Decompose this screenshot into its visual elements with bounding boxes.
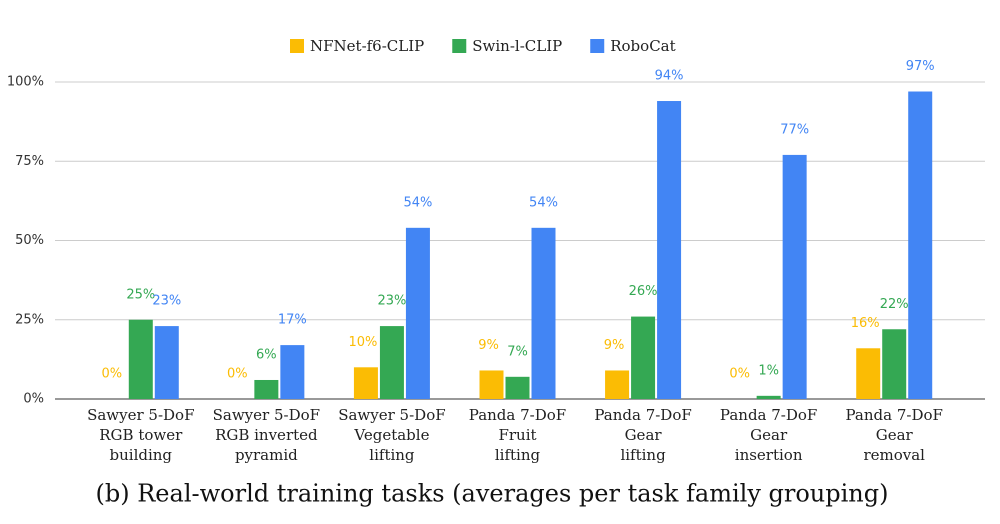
value-label: 9% bbox=[478, 338, 499, 353]
value-label: 94% bbox=[655, 69, 684, 84]
bar bbox=[631, 316, 656, 399]
value-label: 97% bbox=[906, 59, 935, 74]
x-tick-label: Sawyer 5-DoF bbox=[338, 406, 445, 424]
value-label: 23% bbox=[152, 294, 181, 309]
value-label: 1% bbox=[758, 363, 779, 378]
caption: (b) Real-world training tasks (averages … bbox=[96, 480, 889, 508]
x-tick-label: pyramid bbox=[235, 446, 298, 464]
x-tick-label: insertion bbox=[735, 446, 803, 464]
legend-swatch bbox=[452, 39, 467, 53]
y-tick-label: 50% bbox=[15, 233, 44, 248]
bar bbox=[782, 154, 807, 399]
bar bbox=[856, 348, 881, 399]
x-tick-label: Panda 7-DoF bbox=[846, 406, 943, 424]
value-label: 10% bbox=[348, 335, 377, 350]
x-tick-label: Vegetable bbox=[353, 426, 429, 444]
x-tick-label: lifting bbox=[495, 446, 541, 464]
value-label: 0% bbox=[729, 367, 750, 382]
bar bbox=[405, 227, 430, 399]
x-tick-label: removal bbox=[863, 446, 925, 464]
x-tick-label: Fruit bbox=[498, 426, 536, 444]
value-label: 54% bbox=[529, 195, 558, 210]
value-label: 0% bbox=[101, 367, 122, 382]
bar bbox=[254, 379, 279, 399]
x-tick-label: Panda 7-DoF bbox=[720, 406, 817, 424]
value-label: 25% bbox=[126, 287, 155, 302]
x-tick-label: Panda 7-DoF bbox=[469, 406, 566, 424]
bar bbox=[908, 91, 933, 399]
legend-swatch bbox=[590, 39, 605, 53]
y-tick-label: 100% bbox=[7, 75, 44, 90]
value-label: 17% bbox=[278, 313, 307, 328]
bar bbox=[479, 370, 504, 399]
x-tick-label: Sawyer 5-DoF bbox=[213, 406, 320, 424]
value-label: 26% bbox=[629, 284, 658, 299]
bar bbox=[882, 329, 907, 399]
bar bbox=[531, 227, 556, 399]
bar bbox=[154, 326, 179, 399]
x-tick-label: RGB inverted bbox=[215, 426, 318, 444]
legend-label: NFNet-f6-CLIP bbox=[310, 37, 424, 55]
bar bbox=[379, 326, 404, 399]
value-label: 9% bbox=[604, 338, 625, 353]
x-tick-label: RGB tower bbox=[99, 426, 183, 444]
value-label: 23% bbox=[377, 294, 406, 309]
bar bbox=[280, 345, 305, 399]
value-label: 16% bbox=[851, 316, 880, 331]
x-tick-label: Sawyer 5-DoF bbox=[87, 406, 194, 424]
x-tick-label: Gear bbox=[625, 426, 663, 444]
x-tick-label: lifting bbox=[369, 446, 415, 464]
legend-label: RoboCat bbox=[610, 37, 675, 55]
y-tick-label: 75% bbox=[15, 154, 44, 169]
value-label: 22% bbox=[880, 297, 909, 312]
bar bbox=[128, 319, 153, 399]
legend-label: Swin-l-CLIP bbox=[472, 37, 562, 55]
x-tick-label: lifting bbox=[620, 446, 666, 464]
x-tick-label: Gear bbox=[876, 426, 914, 444]
x-tick-label: Gear bbox=[750, 426, 788, 444]
value-label: 54% bbox=[403, 195, 432, 210]
x-tick-label: Panda 7-DoF bbox=[594, 406, 691, 424]
bar bbox=[353, 367, 378, 399]
value-label: 6% bbox=[256, 347, 277, 362]
legend-swatch bbox=[290, 39, 304, 53]
bar bbox=[605, 370, 630, 399]
value-label: 0% bbox=[227, 367, 248, 382]
value-label: 7% bbox=[507, 344, 528, 359]
bar bbox=[657, 101, 682, 400]
y-tick-label: 25% bbox=[15, 312, 44, 327]
y-tick-label: 0% bbox=[23, 392, 44, 407]
bar bbox=[505, 376, 530, 399]
x-tick-label: building bbox=[110, 446, 173, 464]
bar bbox=[756, 395, 781, 399]
value-label: 77% bbox=[780, 122, 809, 137]
